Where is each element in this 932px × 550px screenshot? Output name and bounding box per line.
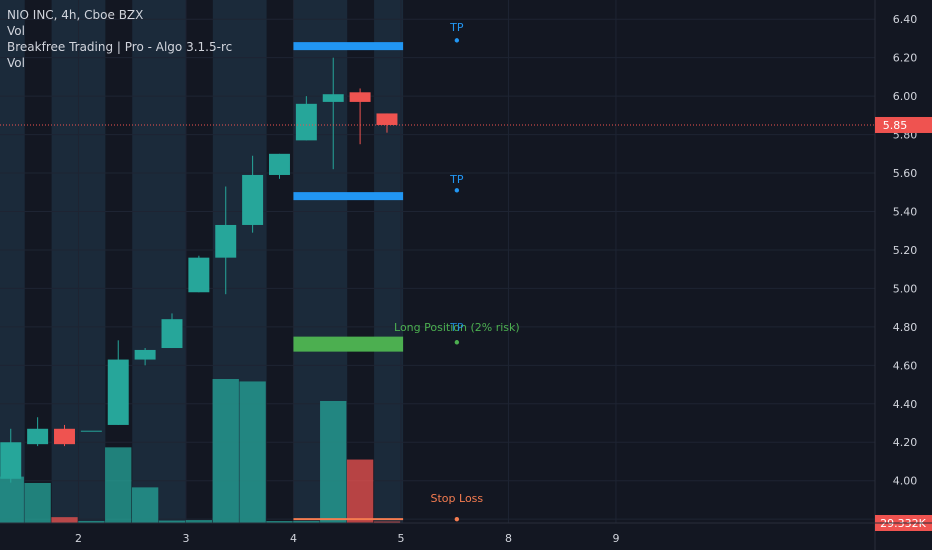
- volume-bar: [185, 520, 213, 523]
- volume-bar: [212, 379, 239, 523]
- candle[interactable]: [269, 153, 290, 179]
- volume-bar: [239, 381, 266, 523]
- candle[interactable]: [295, 96, 317, 141]
- candle[interactable]: [242, 155, 264, 233]
- session-band: [374, 0, 404, 523]
- candle-body: [322, 94, 344, 102]
- indicator-breakfree[interactable]: Breakfree Trading | Pro - Algo 3.1.5-rc: [7, 40, 233, 54]
- candle-body: [349, 92, 371, 102]
- y-tick-label: 4.80: [893, 321, 918, 334]
- x-tick-label: 4: [290, 532, 297, 545]
- candle-body: [0, 442, 22, 479]
- take-profit-marker: [454, 38, 460, 43]
- take-profit-label: TP: [449, 21, 464, 34]
- y-tick-label: 4.40: [893, 398, 918, 411]
- volume-bar: [293, 521, 320, 523]
- symbol-title[interactable]: NIO INC, 4h, Cboe BZX: [7, 8, 144, 22]
- candle[interactable]: [215, 186, 237, 295]
- volume-bar: [0, 476, 24, 523]
- y-tick-label: 6.40: [893, 13, 918, 26]
- x-tick-label: 2: [75, 532, 82, 545]
- y-tick-label: 6.00: [893, 90, 918, 103]
- x-tick-label: 5: [397, 532, 404, 545]
- candle[interactable]: [27, 417, 49, 447]
- stop-loss-marker: [454, 516, 460, 522]
- candle-body: [215, 224, 237, 258]
- candle-body: [107, 359, 129, 425]
- candles[interactable]: [0, 57, 398, 483]
- candle[interactable]: [80, 430, 102, 432]
- volume-bars: [0, 379, 401, 523]
- candle[interactable]: [134, 348, 156, 366]
- candle[interactable]: [376, 113, 398, 133]
- y-tick-label: 5.00: [893, 282, 918, 295]
- candle[interactable]: [54, 424, 75, 447]
- candle[interactable]: [349, 88, 371, 145]
- indicator-volume-2[interactable]: Vol: [7, 56, 25, 70]
- candle-body: [27, 428, 49, 445]
- take-profit-marker: [454, 188, 460, 193]
- y-tick-label: 4.60: [893, 359, 918, 372]
- candle-body: [376, 113, 398, 125]
- chart-legend: NIO INC, 4h, Cboe BZX Vol Breakfree Trad…: [7, 7, 232, 71]
- candle[interactable]: [161, 313, 183, 349]
- y-tick-label: 5.60: [893, 167, 918, 180]
- candle[interactable]: [322, 57, 344, 170]
- candle[interactable]: [0, 428, 22, 483]
- session-band: [132, 0, 186, 523]
- x-tick-label: 3: [182, 532, 189, 545]
- candle-body: [161, 319, 183, 349]
- volume-bar: [78, 521, 105, 523]
- volume-bar: [131, 487, 159, 523]
- session-band: [0, 0, 25, 523]
- candle-body: [188, 257, 210, 293]
- candle-body: [295, 103, 317, 141]
- last-price-label: 5.85: [883, 119, 908, 132]
- candle[interactable]: [107, 340, 129, 425]
- x-tick-label: 9: [612, 532, 619, 545]
- candle-body: [54, 428, 75, 445]
- candle-body: [80, 430, 102, 432]
- indicator-volume[interactable]: Vol: [7, 24, 25, 38]
- y-tick-label: 4.20: [893, 436, 918, 449]
- y-tick-label: 5.40: [893, 206, 918, 219]
- volume-bar: [24, 482, 51, 523]
- y-tick-label: 4.00: [893, 475, 918, 488]
- grid-lines: [0, 0, 875, 523]
- volume-bar: [346, 459, 374, 523]
- x-tick-label: 8: [505, 532, 512, 545]
- candle-body: [269, 153, 290, 175]
- last-price-tag: [875, 116, 932, 133]
- volume-bar: [51, 517, 78, 523]
- entry-marker: [454, 340, 460, 345]
- volume-bar: [158, 520, 186, 523]
- volume-bar: [266, 521, 293, 523]
- volume-bar: [320, 400, 347, 523]
- candle-body: [242, 174, 264, 225]
- entry-label: Long Position (2% risk): [394, 321, 520, 334]
- candle-body: [134, 349, 156, 360]
- volume-bar: [373, 521, 401, 523]
- time-axis[interactable]: 2 3 4 5 8 9: [0, 522, 932, 545]
- take-profit-label: TP: [449, 321, 464, 334]
- stop-loss-label: Stop Loss: [431, 492, 484, 505]
- y-tick-label: 5.20: [893, 244, 918, 257]
- volume-bar: [105, 447, 132, 523]
- take-profit-label: TP: [449, 173, 464, 186]
- y-tick-label: 6.20: [893, 52, 918, 65]
- candle[interactable]: [188, 255, 210, 293]
